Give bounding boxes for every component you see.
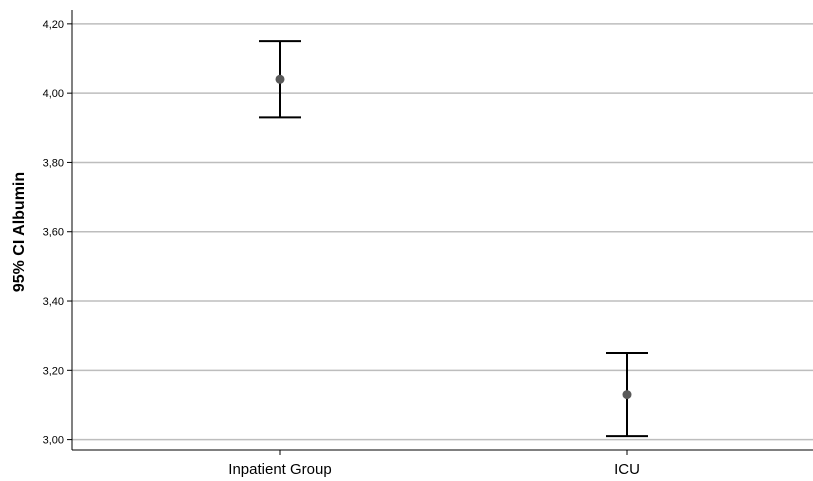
y-tick-label: 3,20 [43, 365, 64, 377]
x-axis-labels: Inpatient Group ICU [228, 450, 640, 478]
y-axis-ticks: 3,00 3,20 3,40 3,60 3,80 4,00 4,20 [43, 19, 72, 447]
error-bars [259, 40, 648, 438]
y-axis-title: 95% CI Albumin [11, 172, 28, 292]
x-category-label: Inpatient Group [228, 461, 331, 478]
y-tick-label: 4,20 [43, 19, 64, 31]
mean-marker [622, 390, 632, 400]
y-tick-label: 3,80 [43, 157, 64, 169]
error-bar-icu [606, 351, 648, 438]
y-tick-label: 4,00 [43, 88, 64, 100]
y-tick-label: 3,00 [43, 435, 64, 447]
axes [71, 10, 813, 451]
x-category-label: ICU [614, 461, 640, 478]
gridlines [72, 23, 813, 441]
error-bar-inpatient-group [259, 40, 301, 119]
mean-marker [275, 74, 285, 84]
y-tick-label: 3,40 [43, 296, 64, 308]
y-tick-label: 3,60 [43, 227, 64, 239]
